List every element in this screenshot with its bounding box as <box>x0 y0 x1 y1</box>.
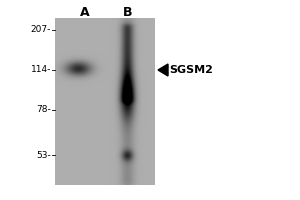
Text: A: A <box>80 5 90 19</box>
Text: B: B <box>123 5 133 19</box>
Text: 114-: 114- <box>31 66 51 74</box>
Text: 207-: 207- <box>31 25 51 34</box>
Polygon shape <box>158 64 168 76</box>
Text: 53-: 53- <box>36 150 51 160</box>
Text: 78-: 78- <box>36 106 51 114</box>
Text: SGSM2: SGSM2 <box>169 65 213 75</box>
